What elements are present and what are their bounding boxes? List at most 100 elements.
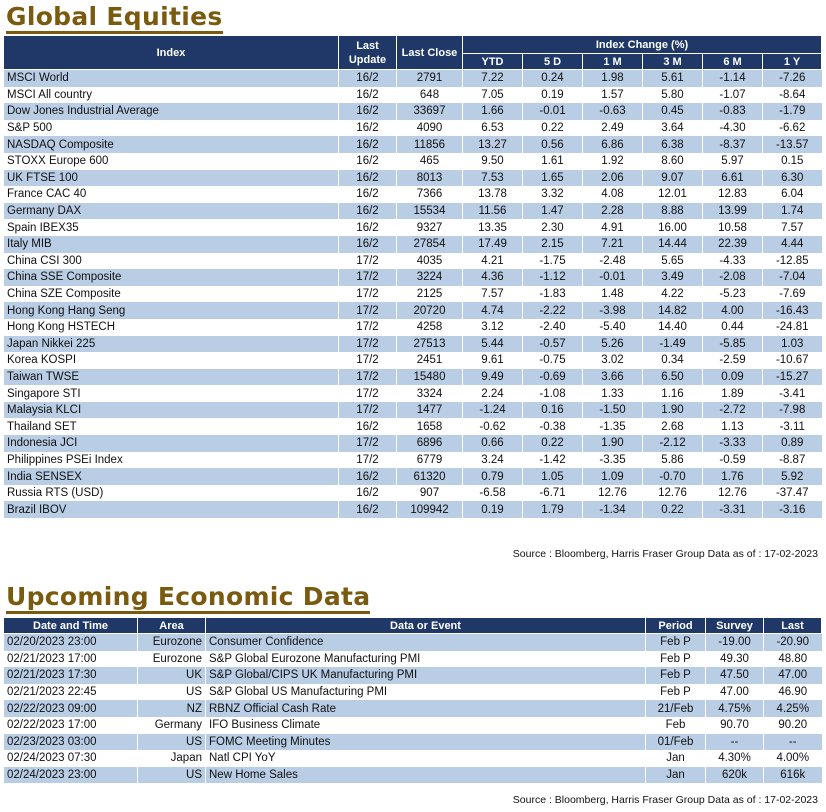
- last-cell: -20.90: [763, 633, 822, 651]
- change-5d-cell: 2.15: [522, 235, 583, 253]
- change-3m-cell: 5.65: [642, 252, 703, 270]
- index-name-cell: India SENSEX: [3, 468, 339, 485]
- change-1y-cell: -3.11: [761, 418, 822, 436]
- index-name-cell: MSCI All country: [3, 86, 339, 104]
- table-row: Korea KOSPI 17/2 2451 9.61 -0.75 3.02 0.34 -2.5…: [3, 352, 822, 369]
- table-row: Hong Kong HSTECH 17/2 4258 3.12 -2.40 -5.40 14…: [3, 318, 822, 336]
- index-name-cell: China SZE Composite: [3, 285, 339, 303]
- change-1y-cell: -8.87: [761, 451, 822, 469]
- change-5d-cell: 1.47: [522, 202, 583, 220]
- change-6m-cell: -2.08: [702, 269, 763, 286]
- change-6m-cell: 22.39: [702, 235, 763, 253]
- change-1m-cell: 2.49: [582, 119, 643, 137]
- table-row: 02/23/2023 03:00 US FOMC Meeting Minutes 01…: [3, 733, 822, 751]
- index-name-cell: Japan Nikkei 225: [3, 335, 339, 353]
- last-cell: 4.25%: [763, 700, 822, 717]
- index-name-cell: Malaysia KLCI: [3, 401, 339, 419]
- last-update-cell: 16/2: [338, 69, 397, 87]
- last-close-cell: 2125: [396, 285, 463, 303]
- col-header-date-time: Date and Time: [3, 617, 138, 634]
- change-1m-cell: 1.90: [582, 435, 643, 452]
- col-header-last-update: Last Update: [338, 35, 397, 70]
- change-3m-cell: 5.86: [642, 451, 703, 469]
- last-update-cell: 17/2: [338, 352, 397, 369]
- last-update-cell: 17/2: [338, 302, 397, 319]
- change-3m-cell: 3.49: [642, 269, 703, 286]
- change-6m-cell: 4.00: [702, 302, 763, 319]
- period-cell: Jan: [645, 750, 706, 767]
- change-3m-cell: 16.00: [642, 219, 703, 236]
- table-row: Russia RTS (USD) 16/2 907 -6.58 -6.71 12.76 12…: [3, 484, 822, 502]
- change-6m-cell: -1.14: [702, 69, 763, 87]
- last-update-cell: 16/2: [338, 219, 397, 236]
- period-cell: Feb P: [645, 650, 706, 668]
- change-6m-cell: 1.89: [702, 385, 763, 402]
- change-6m-cell: 13.99: [702, 202, 763, 220]
- last-close-cell: 7366: [396, 186, 463, 203]
- change-6m-cell: -1.07: [702, 86, 763, 104]
- date-time-cell: 02/23/2023 03:00: [3, 733, 138, 751]
- table-row: Italy MIB 16/2 27854 17.49 2.15 7.21 14.44 22.3…: [3, 235, 822, 253]
- global-equities-table: Index Last Update Last Close Index Chang…: [3, 35, 823, 519]
- period-cell: 21/Feb: [645, 700, 706, 717]
- last-cell: 48.80: [763, 650, 822, 668]
- last-close-cell: 465: [396, 152, 463, 170]
- change-6m-cell: 5.97: [702, 152, 763, 170]
- col-header-ytd: YTD: [462, 53, 523, 70]
- last-close-cell: 109942: [396, 501, 463, 519]
- col-header-5d: 5 D: [522, 53, 583, 70]
- ytd-cell: 0.66: [462, 435, 523, 452]
- change-1y-cell: 6.04: [761, 186, 822, 203]
- change-6m-cell: -0.83: [702, 103, 763, 120]
- change-1y-cell: 4.44: [761, 235, 822, 253]
- change-6m-cell: -0.59: [702, 451, 763, 469]
- col-header-last: Last: [763, 617, 822, 634]
- change-6m-cell: 0.09: [702, 368, 763, 386]
- change-1y-cell: 1.03: [761, 335, 822, 353]
- change-1y-cell: 1.74: [761, 202, 822, 220]
- table-row: 02/22/2023 09:00 NZ RBNZ Official Cash Rat…: [3, 700, 822, 717]
- change-5d-cell: -1.83: [522, 285, 583, 303]
- change-1y-cell: 0.89: [761, 435, 822, 452]
- ytd-cell: -1.24: [462, 401, 523, 419]
- change-5d-cell: 1.79: [522, 501, 583, 519]
- change-1m-cell: -1.35: [582, 418, 643, 436]
- last-close-cell: 1477: [396, 401, 463, 419]
- ytd-cell: 0.79: [462, 468, 523, 485]
- event-cell: RBNZ Official Cash Rate: [205, 700, 646, 717]
- change-1m-cell: 12.76: [582, 484, 643, 502]
- change-6m-cell: 1.76: [702, 468, 763, 485]
- change-1m-cell: -3.98: [582, 302, 643, 319]
- change-5d-cell: -0.75: [522, 352, 583, 369]
- change-1m-cell: 1.92: [582, 152, 643, 170]
- survey-cell: 49.30: [705, 650, 764, 668]
- last-cell: 47.00: [763, 667, 822, 684]
- change-3m-cell: 0.45: [642, 103, 703, 120]
- index-name-cell: S&P 500: [3, 119, 339, 137]
- table-row: Japan Nikkei 225 17/2 27513 5.44 -0.57 5.26 -1…: [3, 335, 822, 353]
- change-5d-cell: -1.42: [522, 451, 583, 469]
- ytd-cell: 13.78: [462, 186, 523, 203]
- last-close-cell: 8013: [396, 169, 463, 187]
- change-3m-cell: 1.90: [642, 401, 703, 419]
- change-1m-cell: 3.66: [582, 368, 643, 386]
- ytd-cell: 7.53: [462, 169, 523, 187]
- last-close-cell: 3224: [396, 269, 463, 286]
- ytd-cell: 2.24: [462, 385, 523, 402]
- table-row: 02/21/2023 17:30 UK S&P Global/CIPS UK Man…: [3, 667, 822, 684]
- change-5d-cell: -6.71: [522, 484, 583, 502]
- ytd-cell: -0.62: [462, 418, 523, 436]
- change-5d-cell: -2.40: [522, 318, 583, 336]
- change-1y-cell: -10.67: [761, 352, 822, 369]
- change-3m-cell: 9.07: [642, 169, 703, 187]
- last-update-cell: 16/2: [338, 86, 397, 104]
- change-5d-cell: 0.16: [522, 401, 583, 419]
- change-1y-cell: -7.69: [761, 285, 822, 303]
- index-name-cell: NASDAQ Composite: [3, 136, 339, 153]
- change-1y-cell: -3.41: [761, 385, 822, 402]
- economic-source-note: Source : Bloomberg, Harris Fraser Group …: [512, 794, 818, 806]
- change-3m-cell: 5.80: [642, 86, 703, 104]
- change-1y-cell: -24.81: [761, 318, 822, 336]
- change-3m-cell: -2.12: [642, 435, 703, 452]
- change-6m-cell: -2.72: [702, 401, 763, 419]
